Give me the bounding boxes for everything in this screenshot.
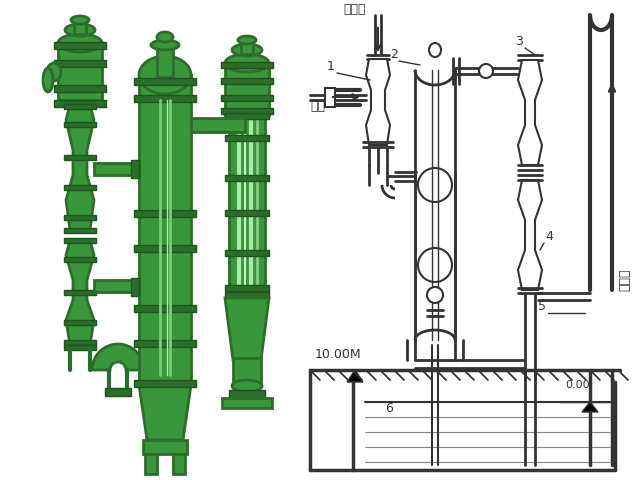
Bar: [225, 285, 269, 291]
Bar: [229, 115, 265, 295]
Bar: [105, 388, 131, 396]
Text: 生蔭气: 生蔭气: [344, 3, 366, 16]
Polygon shape: [518, 60, 542, 165]
Ellipse shape: [225, 54, 269, 72]
Ellipse shape: [157, 32, 173, 42]
Ellipse shape: [232, 44, 262, 56]
Bar: [58, 45, 102, 100]
Polygon shape: [366, 59, 390, 145]
Bar: [54, 42, 106, 49]
Ellipse shape: [47, 63, 61, 81]
Bar: [54, 60, 106, 67]
Bar: [64, 104, 96, 109]
Bar: [134, 210, 196, 217]
Ellipse shape: [65, 24, 95, 36]
Bar: [64, 340, 96, 345]
Text: 1: 1: [327, 60, 335, 73]
Bar: [134, 380, 196, 387]
Bar: [64, 185, 96, 190]
Ellipse shape: [43, 68, 53, 92]
Bar: [225, 175, 269, 181]
Bar: [64, 257, 96, 262]
Bar: [325, 88, 335, 107]
Text: 10.00M: 10.00M: [315, 348, 362, 361]
Bar: [225, 135, 269, 141]
Polygon shape: [139, 385, 191, 440]
Ellipse shape: [479, 64, 493, 78]
Ellipse shape: [238, 36, 256, 44]
Bar: [64, 155, 96, 160]
Polygon shape: [66, 105, 94, 230]
Polygon shape: [518, 180, 542, 290]
Text: 3: 3: [515, 35, 523, 48]
Bar: [225, 210, 269, 216]
Bar: [221, 108, 273, 114]
Bar: [157, 47, 173, 77]
Bar: [241, 42, 253, 54]
Polygon shape: [225, 298, 269, 360]
Bar: [221, 78, 273, 84]
Ellipse shape: [418, 248, 452, 282]
Ellipse shape: [139, 56, 191, 94]
Text: 0.00: 0.00: [565, 380, 589, 390]
Bar: [229, 390, 265, 400]
Text: 抽气: 抽气: [310, 100, 325, 113]
Ellipse shape: [71, 16, 89, 24]
Bar: [64, 228, 96, 233]
Bar: [74, 22, 86, 34]
Text: 4: 4: [545, 230, 553, 243]
Bar: [225, 292, 269, 298]
Polygon shape: [582, 402, 598, 412]
Bar: [134, 340, 196, 347]
Bar: [64, 320, 96, 325]
Text: 压力水: 压力水: [618, 269, 632, 291]
Bar: [145, 454, 157, 474]
Bar: [64, 290, 96, 295]
Ellipse shape: [427, 287, 443, 303]
Bar: [134, 245, 196, 252]
Ellipse shape: [151, 40, 179, 50]
Bar: [225, 113, 269, 119]
Ellipse shape: [418, 168, 452, 202]
Bar: [64, 345, 96, 350]
Bar: [54, 100, 106, 107]
Bar: [139, 75, 191, 385]
Bar: [173, 454, 185, 474]
Bar: [94, 163, 139, 175]
Bar: [54, 85, 106, 92]
Ellipse shape: [58, 34, 102, 52]
Bar: [134, 305, 196, 312]
Bar: [143, 440, 187, 454]
Bar: [191, 118, 245, 132]
Bar: [64, 122, 96, 127]
Polygon shape: [66, 240, 94, 345]
Bar: [222, 398, 272, 408]
Wedge shape: [92, 344, 144, 370]
Bar: [225, 250, 269, 256]
Bar: [221, 62, 273, 68]
Bar: [221, 95, 273, 101]
Polygon shape: [347, 370, 363, 382]
Ellipse shape: [232, 380, 262, 392]
Bar: [94, 280, 139, 292]
Bar: [233, 358, 261, 386]
Text: 5: 5: [538, 300, 546, 313]
Bar: [64, 215, 96, 220]
Bar: [131, 278, 139, 296]
Bar: [134, 78, 196, 85]
Bar: [134, 95, 196, 102]
Bar: [131, 160, 139, 178]
Bar: [64, 238, 96, 243]
Bar: [225, 65, 269, 115]
Text: 2: 2: [390, 48, 398, 61]
Text: 6: 6: [385, 402, 393, 415]
Ellipse shape: [429, 43, 441, 57]
